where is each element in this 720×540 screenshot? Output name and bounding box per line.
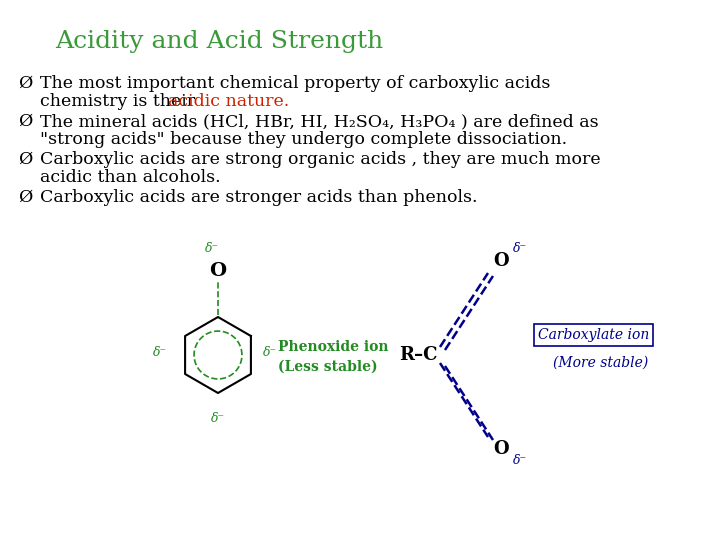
Text: Carboxylic acids are stronger acids than phenols.: Carboxylic acids are stronger acids than… — [40, 189, 477, 206]
Text: δ⁻: δ⁻ — [211, 411, 225, 424]
Text: O: O — [210, 262, 227, 280]
Text: chemistry is their: chemistry is their — [40, 93, 201, 110]
Text: The mineral acids (HCl, HBr, HI, H₂SO₄, H₃PO₄ ) are defined as: The mineral acids (HCl, HBr, HI, H₂SO₄, … — [40, 113, 598, 130]
Text: Carboxylate ion: Carboxylate ion — [538, 328, 649, 342]
Text: O: O — [493, 252, 509, 270]
Text: O: O — [493, 440, 509, 458]
Text: (Less stable): (Less stable) — [278, 360, 377, 374]
Text: acidic nature.: acidic nature. — [168, 93, 289, 110]
Text: δ⁻: δ⁻ — [153, 347, 167, 360]
Text: "strong acids" because they undergo complete dissociation.: "strong acids" because they undergo comp… — [40, 131, 567, 148]
Text: The most important chemical property of carboxylic acids: The most important chemical property of … — [40, 75, 550, 92]
Text: δ⁻: δ⁻ — [513, 455, 527, 468]
Text: δ⁻: δ⁻ — [205, 242, 219, 255]
Text: Ø: Ø — [18, 113, 32, 130]
Text: δ⁻: δ⁻ — [263, 347, 277, 360]
Text: acidic than alcohols.: acidic than alcohols. — [40, 169, 220, 186]
Text: Phenoxide ion: Phenoxide ion — [278, 340, 389, 354]
Text: Acidity and Acid Strength: Acidity and Acid Strength — [55, 30, 383, 53]
Text: (More stable): (More stable) — [553, 356, 648, 370]
Text: R–C: R–C — [399, 346, 437, 364]
Text: δ⁻: δ⁻ — [513, 242, 527, 255]
Text: Carboxylic acids are strong organic acids , they are much more: Carboxylic acids are strong organic acid… — [40, 151, 600, 168]
Text: Ø: Ø — [18, 75, 32, 92]
Text: Ø: Ø — [18, 189, 32, 206]
Text: Ø: Ø — [18, 151, 32, 168]
